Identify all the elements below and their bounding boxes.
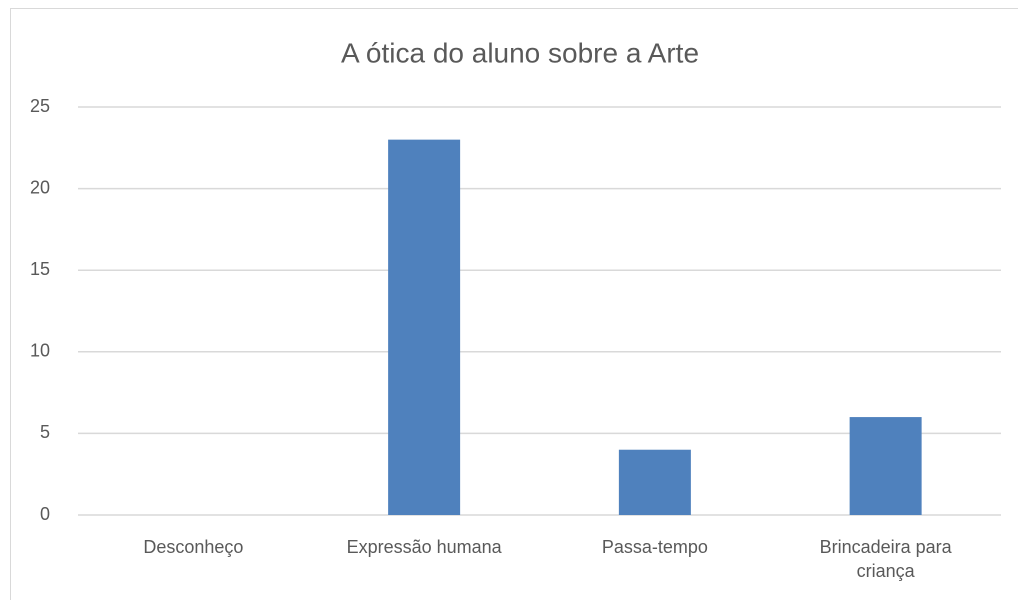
y-tick-label: 10 [30,341,50,361]
x-tick-label: Expressão humana [346,537,502,557]
chart-frame [10,8,1018,600]
y-tick-label: 5 [40,422,50,442]
y-tick-label: 20 [30,177,50,197]
y-tick-label: 0 [40,504,50,524]
x-tick-label: Passa-tempo [601,537,708,557]
bar [618,449,691,515]
x-tick-label: Brincadeira para criança [819,537,952,581]
y-tick-label: 15 [30,259,50,279]
x-tick-label: Desconheço [143,537,244,557]
bar [849,417,922,515]
chart-title: A ótica do aluno sobre a Arte [341,37,699,68]
bar [388,139,461,515]
y-tick-label: 25 [30,96,50,116]
